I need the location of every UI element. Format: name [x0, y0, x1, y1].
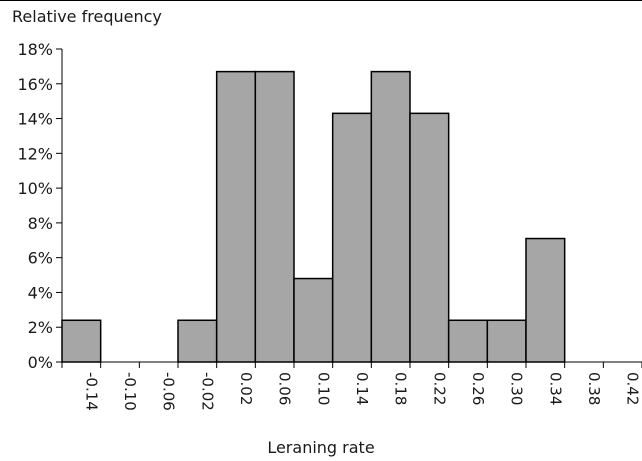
- bar-0.02: [215, 70, 257, 363]
- y-axis-title: Relative frequency: [12, 7, 162, 26]
- y-tick-label: 14%: [17, 110, 53, 129]
- y-tick-label: 8%: [28, 214, 53, 233]
- y-tick-label: 2%: [28, 318, 53, 337]
- bar-0.30: [486, 319, 527, 363]
- y-tick-label: 6%: [28, 249, 53, 268]
- x-tick-label: 0.42: [624, 372, 642, 405]
- x-tick-label: 0.34: [546, 372, 564, 405]
- y-tick-label: 10%: [17, 179, 53, 198]
- x-tick-label: -0.14: [82, 372, 100, 411]
- x-tick-label: 0.18: [392, 372, 410, 405]
- bar-0.10: [293, 277, 334, 363]
- bar-0.14: [331, 112, 373, 363]
- x-tick-label: -0.10: [121, 372, 139, 411]
- bar--0.14: [61, 319, 102, 363]
- x-tick-label: -0.02: [198, 372, 216, 411]
- bar-0.06: [254, 70, 295, 363]
- x-tick-label: 0.14: [353, 372, 371, 405]
- bar-0.34: [525, 237, 566, 363]
- bar-0.22: [409, 112, 450, 363]
- x-tick-label: 0.22: [430, 372, 448, 405]
- axes-group: [0, 0, 642, 363]
- x-tick-label: 0.38: [585, 372, 603, 405]
- y-tick-label: 18%: [17, 40, 53, 59]
- y-tick-label: 0%: [28, 353, 53, 372]
- x-axis-title: Leraning rate: [267, 438, 375, 457]
- y-tick-label: 12%: [17, 144, 53, 163]
- y-ticks-group: 0% 2% 4% 6% 8% 10% 12% 14% 16% 18%: [17, 40, 62, 372]
- x-tick-label: 0.02: [237, 372, 255, 405]
- bars-group: [61, 70, 566, 363]
- y-tick-label: 4%: [28, 283, 53, 302]
- x-tick-label: 0.30: [508, 372, 526, 405]
- y-tick-label: 16%: [17, 75, 53, 94]
- x-ticks-group: -0.14 -0.10 -0.06 -0.02 0.02 0.06 0.10 0.14 0.18…: [61, 362, 642, 411]
- x-tick-label: 0.26: [469, 372, 487, 405]
- bar--0.02: [177, 319, 218, 363]
- x-tick-label: -0.06: [160, 372, 178, 411]
- bar-0.18: [370, 70, 411, 363]
- x-tick-label: 0.10: [314, 372, 332, 405]
- bar-0.26: [447, 319, 489, 363]
- x-tick-label: 0.06: [276, 372, 294, 405]
